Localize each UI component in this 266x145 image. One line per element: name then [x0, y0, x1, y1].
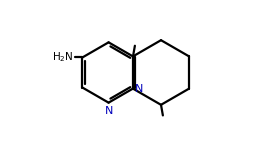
Text: H$_2$N: H$_2$N [52, 50, 74, 64]
Text: N: N [134, 84, 143, 94]
Text: N: N [104, 106, 113, 116]
